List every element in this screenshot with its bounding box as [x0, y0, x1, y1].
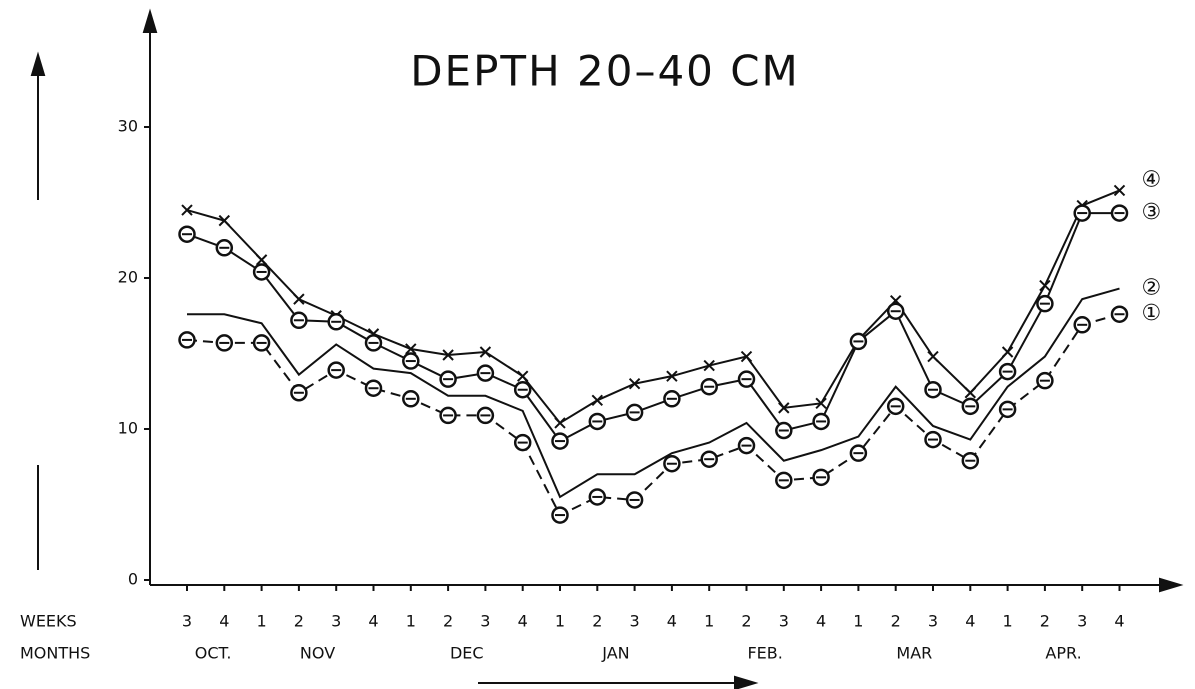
- month-label: NOV: [300, 644, 335, 663]
- point: [965, 388, 975, 398]
- month-label: APR.: [1045, 644, 1081, 663]
- chart-title: DEPTH 20–40 CM: [410, 47, 800, 96]
- x-tick-label: 2: [294, 612, 304, 631]
- legend-label: ④: [1142, 167, 1162, 192]
- x-tick-label: 2: [891, 612, 901, 631]
- point: [1003, 347, 1013, 357]
- x-tick-label: 3: [779, 612, 789, 631]
- x-tick-label: 3: [331, 612, 341, 631]
- x-tick-label: 3: [630, 612, 640, 631]
- x-tick-label: 4: [816, 612, 826, 631]
- series: ①: [180, 301, 1162, 522]
- bottom-arrow-head: [735, 677, 755, 689]
- month-label: DEC: [450, 644, 484, 663]
- x-tick-label: 3: [928, 612, 938, 631]
- side-arrow-head: [32, 55, 44, 75]
- series-line: [187, 213, 1120, 441]
- x-tick-label: 4: [965, 612, 975, 631]
- series-line: [187, 314, 1120, 515]
- series-line: [187, 289, 1120, 497]
- x-tick-label: 2: [443, 612, 453, 631]
- legend-label: ①: [1142, 301, 1162, 326]
- x-tick-label: 1: [555, 612, 565, 631]
- weeks-row-label: WEEKS: [20, 612, 77, 631]
- x-axis-arrow: [1160, 579, 1180, 591]
- x-tick-label: 1: [1003, 612, 1013, 631]
- x-tick-label: 2: [741, 612, 751, 631]
- y-tick-label: 10: [118, 419, 138, 438]
- point: [928, 352, 938, 362]
- x-tick-label: 3: [1077, 612, 1087, 631]
- series: ④: [182, 167, 1161, 428]
- point: [1115, 185, 1125, 195]
- point: [518, 371, 528, 381]
- x-tick-label: 4: [219, 612, 229, 631]
- x-tick-label: 3: [480, 612, 490, 631]
- month-label: FEB.: [747, 644, 782, 663]
- legend-label: ③: [1142, 200, 1162, 225]
- x-tick-label: 3: [182, 612, 192, 631]
- x-tick-label: 1: [257, 612, 267, 631]
- x-tick-label: 4: [1114, 612, 1124, 631]
- legend-label: ②: [1142, 276, 1162, 301]
- point: [592, 395, 602, 405]
- x-tick-label: 2: [592, 612, 602, 631]
- month-label: JAN: [601, 644, 629, 663]
- months-row-label: MONTHS: [20, 644, 90, 663]
- x-tick-label: 4: [518, 612, 528, 631]
- month-label: MAR: [896, 644, 932, 663]
- chart: DEPTH 20–40 CM WEEKS MONTHS 0 10 20 30 3 4 1 2 3…: [0, 0, 1195, 689]
- month-label: OCT.: [195, 644, 232, 663]
- x-tick-label: 4: [667, 612, 677, 631]
- x-tick-label: 1: [406, 612, 416, 631]
- x-tick-label: 4: [368, 612, 378, 631]
- point: [555, 418, 565, 428]
- y-tick-label: 0: [128, 570, 138, 589]
- y-tick-label: 30: [118, 117, 138, 136]
- x-tick-label: 1: [853, 612, 863, 631]
- y-tick-label: 20: [118, 268, 138, 287]
- point: [294, 294, 304, 304]
- x-tick-label: 2: [1040, 612, 1050, 631]
- y-axis-arrow: [144, 12, 156, 32]
- point: [1040, 281, 1050, 291]
- series-line: [187, 190, 1120, 423]
- x-tick-label: 1: [704, 612, 714, 631]
